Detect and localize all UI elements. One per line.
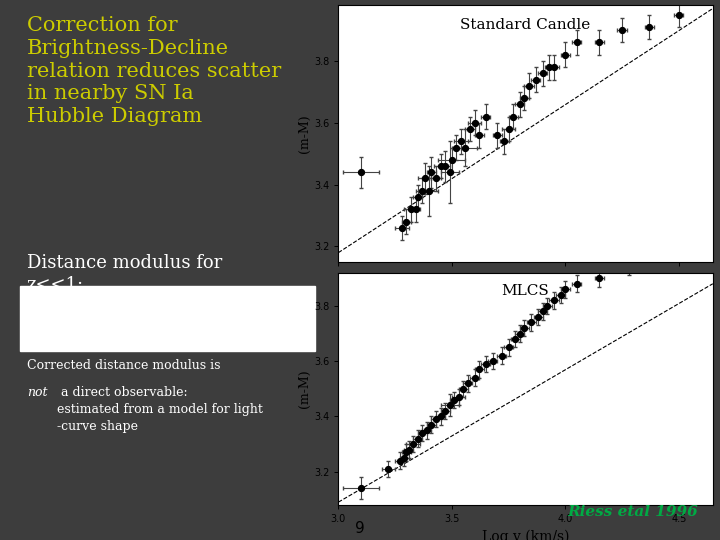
Point: [417, 186, 428, 195]
Point: [439, 407, 451, 415]
Point: [518, 94, 530, 103]
Point: [462, 379, 474, 388]
Y-axis label: (m-M): (m-M): [298, 114, 311, 153]
Point: [435, 412, 446, 421]
Point: [662, 252, 673, 260]
Point: [644, 23, 655, 31]
Text: Riess etal 1996: Riess etal 1996: [567, 505, 698, 519]
Point: [514, 329, 526, 338]
Y-axis label: (m-M): (m-M): [298, 369, 311, 408]
Point: [446, 156, 458, 164]
Point: [405, 205, 417, 214]
Text: Corrected distance modulus is: Corrected distance modulus is: [27, 359, 220, 372]
Point: [444, 168, 455, 177]
Point: [548, 63, 559, 71]
Point: [480, 360, 492, 368]
Point: [410, 205, 421, 214]
Point: [496, 352, 508, 360]
Point: [412, 434, 423, 443]
Point: [623, 263, 634, 272]
Text: Standard Candle: Standard Candle: [461, 18, 590, 32]
Text: 9: 9: [355, 521, 365, 536]
FancyBboxPatch shape: [20, 286, 315, 351]
Point: [464, 125, 476, 133]
Point: [356, 168, 367, 177]
Point: [396, 224, 408, 232]
Point: [401, 218, 413, 226]
Point: [498, 137, 510, 146]
Point: [537, 307, 549, 316]
Point: [459, 143, 471, 152]
Point: [526, 318, 537, 327]
Point: [417, 429, 428, 437]
Point: [559, 51, 571, 59]
Point: [514, 100, 526, 109]
Text: Correction for
Brightness-Decline
relation reduces scatter
in nearby SN Ia
Hubbl: Correction for Brightness-Decline relati…: [27, 16, 281, 126]
Point: [439, 162, 451, 171]
Point: [435, 162, 446, 171]
Point: [403, 446, 415, 454]
Text: Distance modulus for
z<<1:: Distance modulus for z<<1:: [27, 254, 222, 294]
Point: [451, 143, 462, 152]
Point: [593, 274, 605, 282]
Point: [473, 365, 485, 374]
Point: [457, 384, 469, 393]
Point: [571, 279, 582, 288]
Text: not: not: [27, 386, 48, 399]
Point: [382, 464, 394, 473]
Point: [455, 137, 467, 146]
Point: [523, 82, 535, 90]
Point: [412, 193, 423, 201]
Point: [503, 125, 514, 133]
Text: MLCS: MLCS: [502, 284, 549, 298]
Point: [503, 343, 514, 352]
Point: [492, 131, 503, 139]
Point: [541, 301, 553, 310]
Point: [453, 393, 464, 401]
Point: [423, 186, 435, 195]
Point: [431, 415, 442, 423]
Point: [473, 131, 485, 139]
Point: [419, 174, 431, 183]
Point: [555, 291, 567, 299]
Point: [616, 26, 628, 35]
Point: [571, 38, 582, 47]
Point: [401, 448, 413, 457]
Point: [508, 112, 519, 121]
Point: [673, 10, 685, 19]
Point: [469, 374, 480, 382]
Point: [449, 395, 460, 404]
Point: [487, 357, 498, 366]
Point: [518, 323, 530, 332]
Text: a direct observable:
estimated from a model for light
-curve shape: a direct observable: estimated from a mo…: [57, 386, 263, 433]
X-axis label: Log v (km/s): Log v (km/s): [482, 530, 570, 540]
Point: [398, 454, 410, 462]
Point: [426, 168, 437, 177]
Point: [510, 335, 521, 343]
Point: [532, 313, 544, 321]
Point: [421, 426, 433, 435]
Point: [426, 421, 437, 429]
Point: [408, 440, 419, 448]
Point: [544, 63, 555, 71]
Point: [469, 118, 480, 127]
Point: [444, 401, 455, 410]
Point: [548, 296, 559, 305]
Point: [356, 484, 367, 492]
Point: [394, 456, 405, 465]
Point: [537, 69, 549, 78]
Point: [559, 285, 571, 294]
Point: [480, 112, 492, 121]
Point: [431, 174, 442, 183]
Point: [530, 75, 541, 84]
Point: [593, 38, 605, 47]
